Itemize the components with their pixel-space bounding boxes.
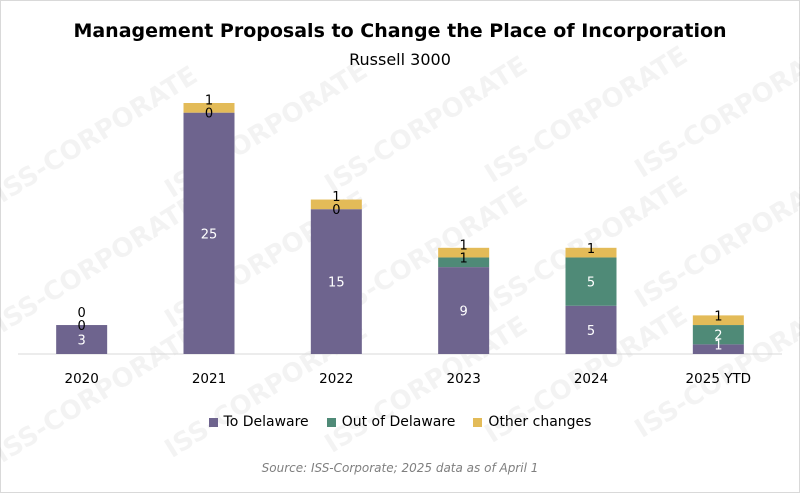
bar-segment [692, 325, 744, 345]
data-label: 1 [714, 338, 722, 353]
x-tick-label: 2021 [192, 371, 226, 387]
data-label: 1 [205, 94, 213, 109]
legend-label: Out of Delaware [341, 414, 456, 430]
data-label: 2 [714, 329, 722, 344]
legend-label: Other changes [488, 414, 592, 430]
chart-title: Management Proposals to Change the Place… [73, 20, 727, 42]
bar-segment [692, 344, 744, 354]
x-tick-label: 2022 [319, 371, 353, 387]
bar-segment [565, 247, 617, 258]
data-label: 1 [460, 251, 468, 266]
bar-segment [565, 257, 617, 306]
data-label: 25 [201, 227, 218, 242]
data-label: 3 [78, 334, 86, 349]
bar-segment [438, 247, 490, 258]
data-label: 1 [460, 238, 468, 253]
data-label: 9 [460, 305, 468, 320]
x-tick-label: 2024 [574, 371, 608, 387]
data-label: 5 [587, 324, 595, 339]
chart-subtitle: Russell 3000 [349, 50, 451, 69]
bar-segment [310, 199, 362, 210]
x-tick-label: 2025 YTD [686, 371, 752, 387]
bar-segment [183, 103, 235, 113]
bar-segment [310, 209, 362, 354]
data-label: 1 [587, 242, 595, 257]
bar-segment [565, 305, 617, 354]
source-note: Source: ISS-Corporate; 2025 data as of A… [261, 461, 539, 475]
legend-label: To Delaware [223, 414, 309, 430]
data-label: 15 [328, 276, 345, 291]
bar-segment [438, 267, 490, 354]
data-label: 5 [587, 276, 595, 291]
data-label: 0 [78, 306, 86, 321]
data-label: 0 [332, 203, 340, 218]
legend-item-other-changes: Other changes [473, 414, 591, 430]
legend-swatch [473, 417, 483, 427]
bar-segment [183, 112, 235, 355]
legend-item-out-of-delaware: Out of Delaware [326, 414, 456, 430]
legend-swatch [326, 417, 336, 427]
data-label: 1 [714, 309, 722, 324]
legend-swatch [208, 417, 218, 427]
legend-item-to-delaware: To Delaware [208, 414, 309, 430]
bar-segment [692, 315, 744, 326]
chart-legend: To Delaware Out of Delaware Other change… [0, 414, 800, 430]
bar-segment [56, 325, 108, 354]
x-tick-label: 2020 [64, 371, 98, 387]
data-label: 0 [205, 107, 213, 122]
bar-segment [438, 257, 490, 268]
data-label: 1 [332, 190, 340, 205]
x-tick-label: 2023 [446, 371, 480, 387]
data-label: 0 [78, 319, 86, 334]
